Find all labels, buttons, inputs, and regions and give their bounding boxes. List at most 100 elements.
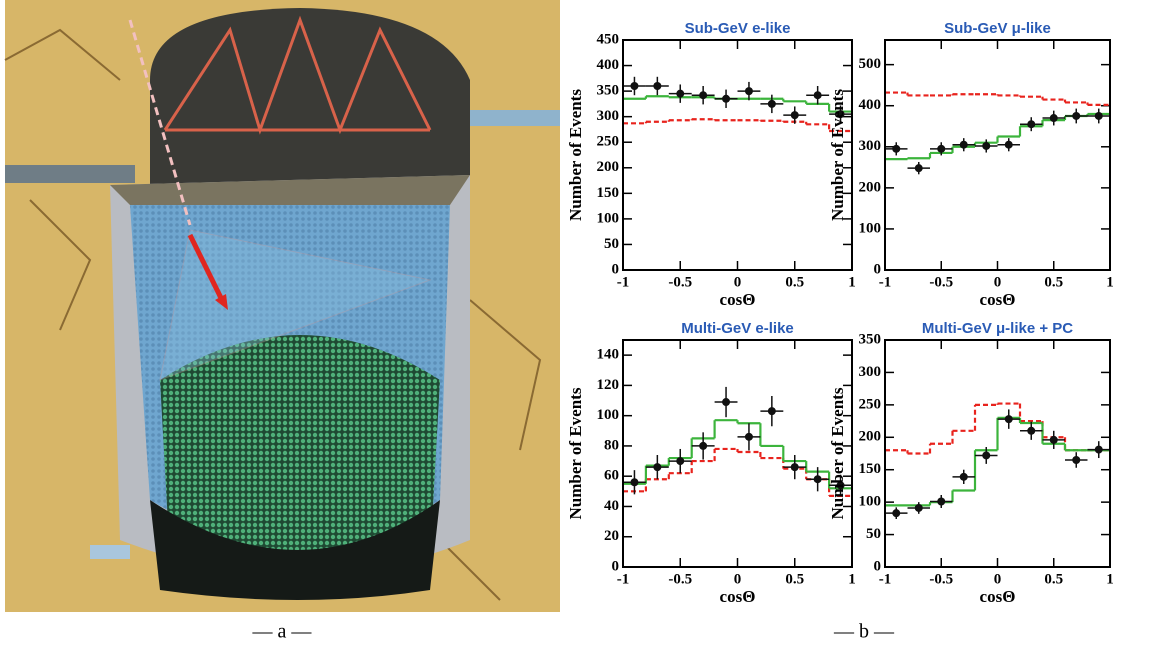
y-tick-label: 300 [597,108,620,124]
data-point [982,451,991,460]
data-point [1049,114,1058,123]
caption: — a — [252,621,313,643]
x-axis-label: cosΘ [980,290,1016,309]
data-point [653,463,662,472]
data-point [1049,435,1058,444]
y-axis-label: Number of Events [566,387,585,519]
y-axis-label: Number of Events [566,89,585,221]
data-point [653,82,662,90]
y-tick-label: 350 [859,331,882,347]
plot-frame [622,339,853,568]
y-tick-label: 0 [874,558,882,574]
y-tick-label: 140 [597,347,620,363]
y-tick-label: 300 [859,138,882,154]
y-tick-label: 100 [859,494,882,510]
x-tick-label: -1 [879,274,892,290]
y-tick-label: 150 [597,185,620,201]
data-point [744,87,753,96]
y-axis-label: Number of Events [828,387,847,519]
data-point [914,164,923,173]
y-tick-label: 250 [597,134,620,150]
x-tick-label: -0.5 [668,571,692,587]
data-point [630,478,639,487]
x-tick-label: 0.5 [785,571,804,587]
chart-title: Sub-GeV e-like [685,20,791,37]
x-tick-label: 0.5 [1044,571,1063,587]
x-tick-label: -0.5 [929,571,953,587]
y-tick-label: 120 [597,377,620,393]
y-tick-label: 200 [859,179,882,195]
x-tick-label: 0.5 [785,274,804,290]
data-point [630,82,639,90]
data-point [722,94,731,103]
x-axis-label: cosΘ [720,290,756,309]
y-tick-label: 350 [597,83,620,99]
data-point [813,475,822,484]
data-point [836,110,845,119]
data-point [1027,120,1036,129]
y-tick-label: 0 [874,261,882,277]
chart-title: Multi-GeV e-like [681,320,794,337]
y-tick-label: 200 [597,159,620,175]
chart-title: Multi-GeV μ-like + PC [922,320,1073,337]
y-tick-label: 300 [859,364,882,380]
plot-frame [884,39,1111,271]
plot-frame [884,339,1111,568]
y-tick-label: 450 [597,31,620,47]
data-point [959,140,968,149]
x-tick-label: -1 [617,571,630,587]
y-tick-label: 0 [612,261,620,277]
y-tick-label: 200 [859,429,882,445]
data-point [744,432,753,441]
x-tick-label: 0 [734,571,742,587]
data-point [1094,111,1103,120]
y-tick-label: 400 [597,57,620,73]
data-point [767,407,776,416]
y-tick-label: 500 [859,56,882,72]
data-point [892,144,901,153]
x-axis-label: cosΘ [720,587,756,606]
data-point [699,91,708,100]
chart-title: Sub-GeV μ-like [944,20,1051,37]
data-point [699,441,708,450]
data-point [767,99,776,108]
x-tick-label: -0.5 [668,274,692,290]
data-point [790,111,799,120]
data-point [1004,140,1013,149]
x-tick-label: 0 [994,571,1002,587]
y-tick-label: 250 [859,396,882,412]
x-tick-label: 1 [848,571,856,587]
x-tick-label: 1 [848,274,856,290]
x-tick-label: 0 [994,274,1002,290]
y-tick-label: 50 [604,236,619,252]
data-point [722,398,731,407]
data-point [937,144,946,153]
x-tick-label: 0 [734,274,742,290]
caption: — b — [833,621,895,643]
data-point [1094,445,1103,454]
x-tick-label: -0.5 [929,274,953,290]
x-axis-label: cosΘ [980,587,1016,606]
data-point [1004,415,1013,424]
x-tick-label: 1 [1106,274,1114,290]
plot-frame [622,39,853,271]
y-tick-label: 80 [604,437,619,453]
y-tick-label: 20 [604,528,619,544]
y-tick-label: 100 [597,210,620,226]
y-tick-label: 400 [859,97,882,113]
x-tick-label: 1 [1106,571,1114,587]
data-point [676,89,685,98]
data-point [1072,455,1081,464]
y-tick-label: 100 [597,407,620,423]
data-point [790,463,799,472]
y-axis-label: Number of Events [828,89,847,221]
y-tick-label: 50 [866,526,881,542]
data-point [813,91,822,100]
y-tick-label: 40 [604,498,619,514]
data-point [982,141,991,150]
y-tick-label: 0 [612,558,620,574]
detector-illustration [4,0,560,612]
y-tick-label: 60 [604,468,619,484]
y-tick-label: 100 [859,220,882,236]
